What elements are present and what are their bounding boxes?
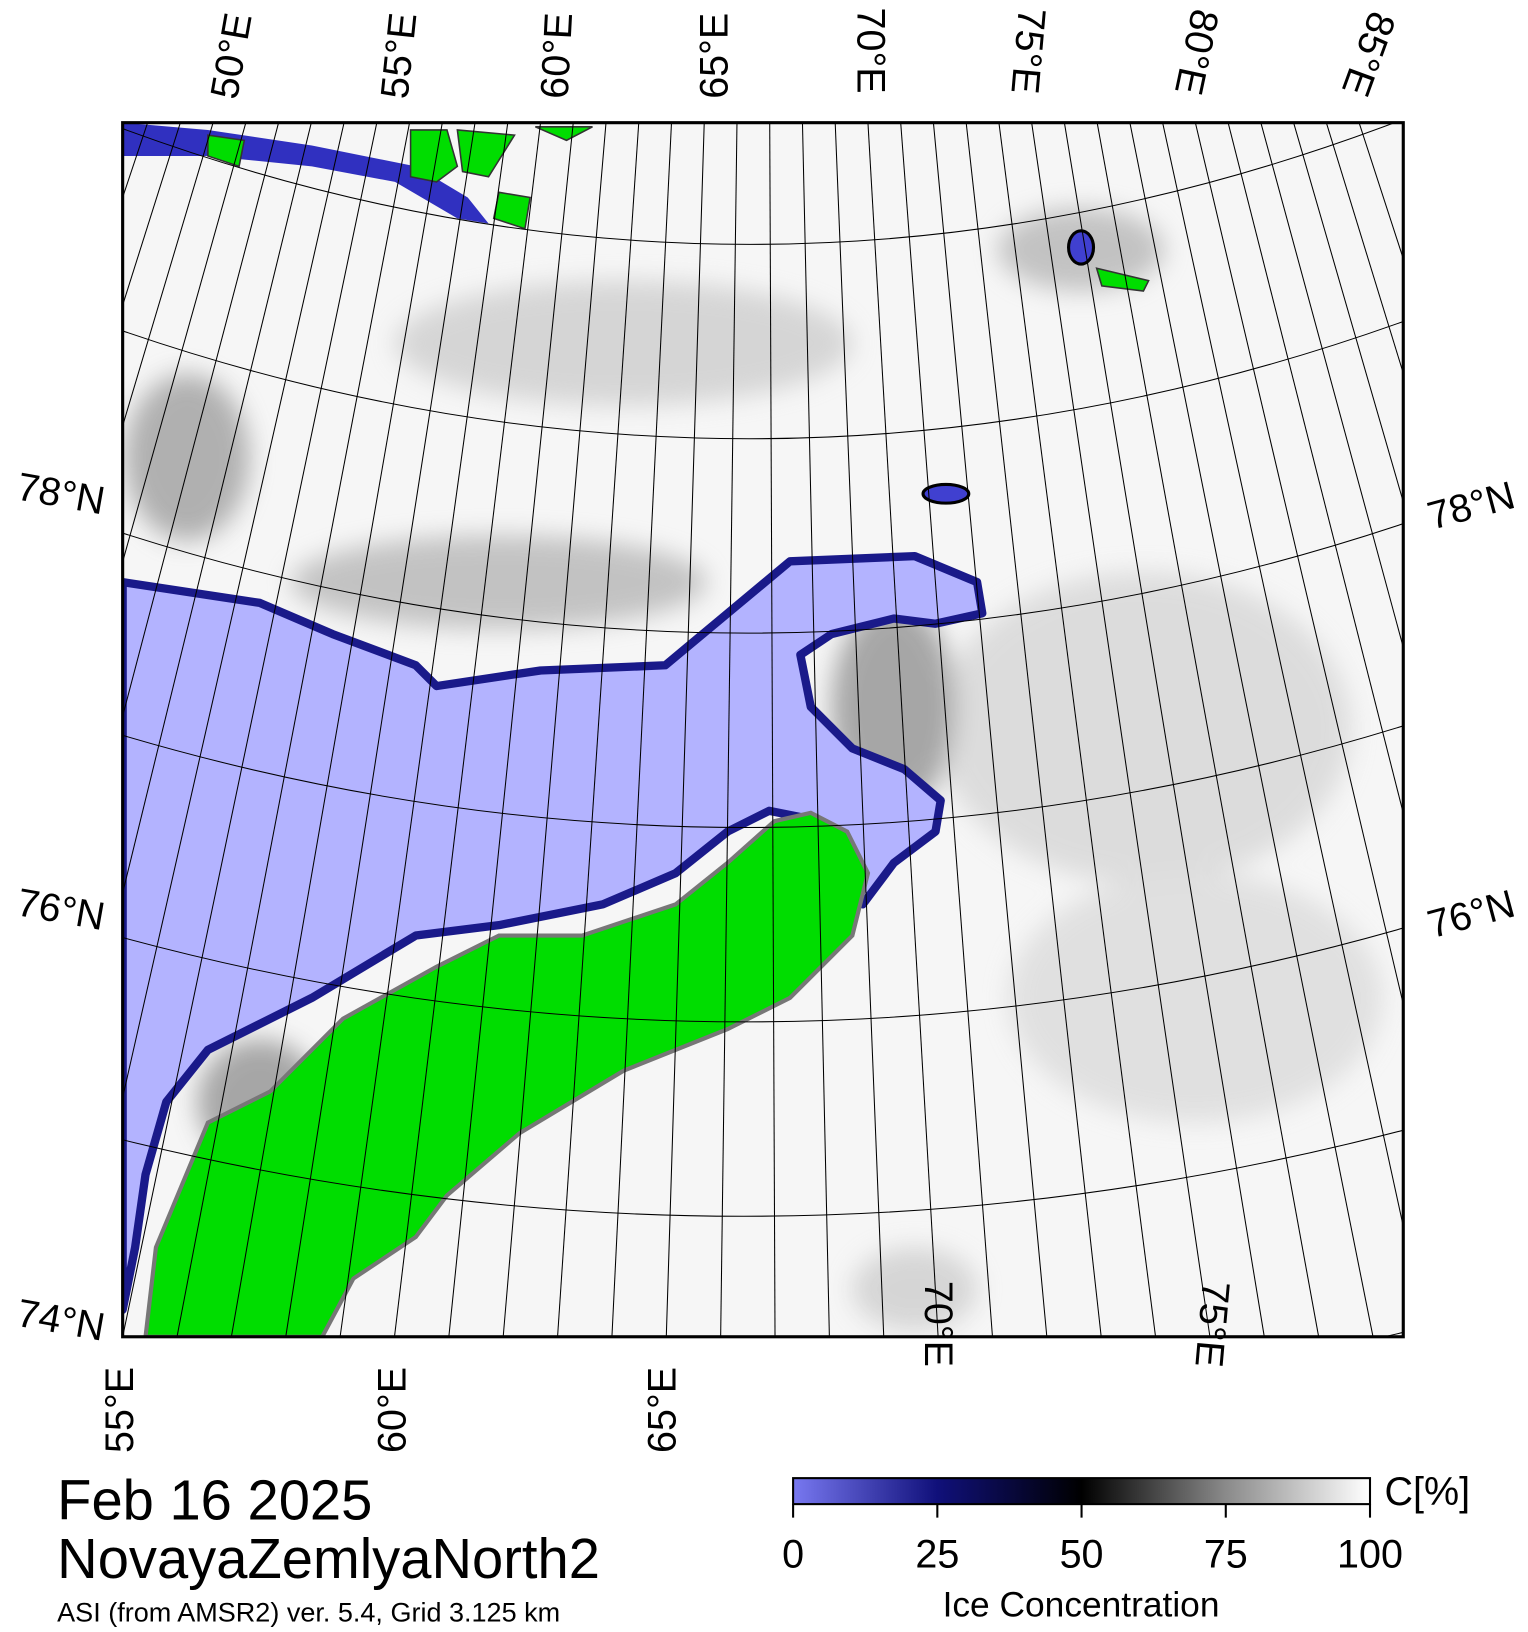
land-island — [1095, 267, 1150, 292]
meridian — [122, 122, 312, 896]
parallel — [122, 320, 1404, 440]
coordinate-label: 50°E — [202, 10, 260, 102]
colorbar-label: Ice Concentration — [943, 1585, 1220, 1624]
colorbar: C[%] Ice Concentration 0 25 50 75 100 — [782, 1470, 1470, 1624]
land-island — [207, 134, 246, 168]
meridian — [1227, 122, 1404, 816]
meridian — [502, 122, 607, 1337]
coordinate-label: 55°E — [373, 11, 426, 101]
meridian — [769, 122, 776, 1337]
map-frame — [121, 121, 1405, 1339]
meridian — [122, 122, 280, 719]
coordinate-label: 65°E — [641, 1367, 685, 1453]
coordinate-label: 80°E — [1166, 5, 1227, 98]
meridian — [448, 122, 574, 1337]
meridian — [285, 122, 476, 1337]
parallel — [122, 725, 1404, 829]
meridian — [1031, 122, 1211, 1337]
coordinate-label: 60°E — [533, 12, 581, 100]
parallel — [122, 122, 1396, 245]
open-water — [122, 551, 987, 1314]
polynya — [921, 482, 971, 505]
meridian — [230, 122, 443, 1337]
meridian — [0, 123, 115, 1337]
meridian — [1129, 122, 1374, 1337]
colorbar-tick-label: 50 — [1060, 1533, 1104, 1577]
meridian — [122, 122, 345, 1100]
colorbar-unit: C[%] — [1385, 1470, 1471, 1514]
meridian — [1194, 122, 1404, 1007]
meridian — [932, 122, 1048, 1337]
coordinate-label: 76°N — [1423, 882, 1520, 947]
coordinate-label: 75°E — [1002, 6, 1053, 96]
meridian — [0, 123, 82, 1337]
meridian — [965, 122, 1102, 1337]
meridian — [611, 122, 673, 1337]
meridian — [1096, 122, 1320, 1337]
meridian — [393, 122, 542, 1337]
coordinate-label: 74°N — [14, 1291, 109, 1350]
meridian — [122, 122, 247, 564]
meridian — [1162, 122, 1404, 1229]
land-island — [535, 126, 593, 142]
polynya — [1067, 229, 1096, 266]
meridian — [900, 122, 993, 1337]
colorbar-tick-label: 25 — [915, 1533, 959, 1577]
parallel — [122, 1129, 1404, 1217]
coordinate-label: 60°E — [370, 1367, 414, 1453]
meridian — [176, 122, 411, 1337]
meridian — [1325, 122, 1404, 375]
coordinate-label: 76°N — [14, 880, 109, 939]
meridian — [834, 122, 885, 1337]
coordinate-label: 75°E — [1186, 1279, 1237, 1369]
coordinate-label: 55°E — [98, 1367, 142, 1453]
meridian — [557, 122, 640, 1337]
meridian — [665, 122, 705, 1337]
land-novaya-zemlya — [143, 810, 871, 1337]
meridian — [1063, 122, 1265, 1337]
graticule — [0, 122, 1404, 1337]
colorbar-tick-label: 100 — [1337, 1533, 1403, 1577]
meridian — [0, 123, 49, 1337]
coordinate-label: 70°E — [849, 8, 893, 94]
meridian — [0, 123, 17, 1337]
coordinate-label: 70°E — [916, 1281, 960, 1367]
meridian — [122, 122, 378, 1337]
coordinate-label: 65°E — [693, 13, 737, 99]
coordinate-label: 78°N — [1423, 473, 1520, 538]
map-area — [0, 122, 1404, 1337]
coordinate-label: 78°N — [14, 465, 109, 524]
meridian — [122, 122, 214, 428]
parallel — [122, 927, 1404, 1023]
meridian — [1260, 122, 1404, 650]
parallel — [122, 523, 1404, 634]
colorbar-scale — [792, 1477, 1372, 1506]
meridian — [998, 122, 1157, 1337]
meridian — [867, 122, 939, 1337]
region-name: NovayaZemlyaNorth2 — [57, 1527, 600, 1590]
meridian — [801, 122, 830, 1337]
colorbar-tick-label: 75 — [1204, 1533, 1248, 1577]
meridian — [339, 122, 509, 1337]
source-note: ASI (from AMSR2) ver. 5.4, Grid 3.125 km — [57, 1598, 560, 1628]
meridian — [720, 122, 738, 1337]
coordinate-label: 85°E — [1333, 6, 1404, 102]
meridian — [1293, 122, 1404, 504]
date: Feb 16 2025 — [57, 1469, 372, 1532]
colorbar-tick-label: 0 — [782, 1533, 804, 1577]
